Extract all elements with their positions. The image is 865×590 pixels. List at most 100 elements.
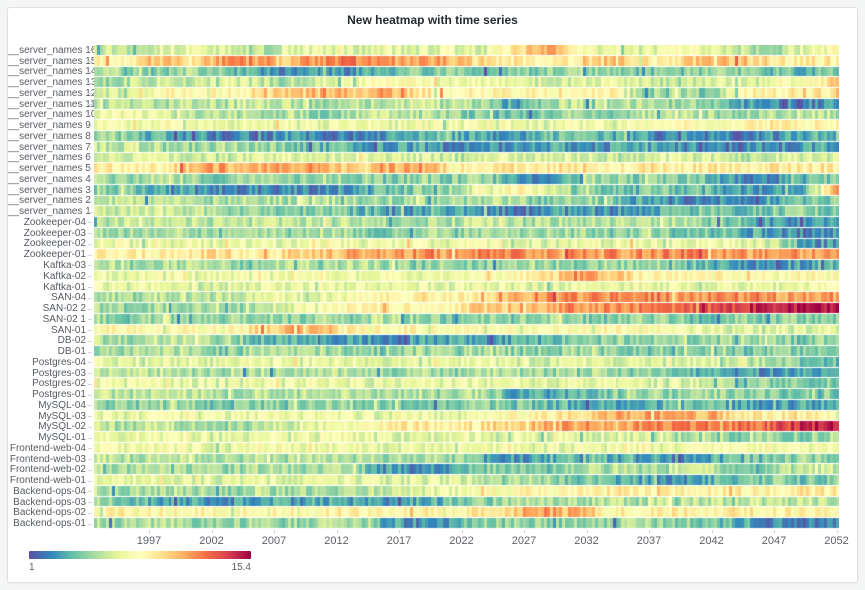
y-axis-label: __server_names 5 <box>8 163 91 175</box>
y-axis-tick <box>88 395 92 396</box>
y-axis-tick <box>88 319 92 320</box>
y-axis-tick <box>88 416 92 417</box>
x-axis-tick <box>212 530 213 533</box>
x-axis-tick <box>712 530 713 533</box>
y-axis-tick <box>88 341 92 342</box>
y-axis-label: Backend-ops-01 <box>13 518 86 530</box>
y-axis-label: SAN-02 2 <box>42 303 86 314</box>
y-axis-label: __server_names 8 <box>8 130 91 142</box>
y-axis-label: Frontend-web-04 <box>9 442 86 454</box>
y-axis-tick <box>88 244 92 245</box>
y-axis-tick <box>88 190 92 191</box>
x-axis-label: 2027 <box>511 535 537 547</box>
x-axis-label: 2017 <box>386 535 412 547</box>
y-axis-label: Frontend-web-02 <box>9 464 86 476</box>
y-axis-tick <box>88 276 92 277</box>
y-axis-label: Zookeeper-02 <box>23 238 86 250</box>
y-axis-label: SAN-04 <box>50 292 86 304</box>
x-axis-tick <box>462 530 463 533</box>
y-axis-label: Postgres-04 <box>32 356 86 368</box>
heatmap-panel: New heatmap with time series __server_na… <box>7 7 858 583</box>
x-axis-label: 2012 <box>324 535 349 547</box>
y-axis-tick <box>88 491 92 492</box>
y-axis-tick <box>88 158 92 159</box>
y-axis-tick <box>88 93 92 94</box>
y-axis-tick <box>88 384 92 385</box>
y-axis-tick <box>88 115 92 116</box>
y-axis-label: Backend-ops-04 <box>13 485 86 497</box>
x-axis-tick <box>649 530 650 533</box>
y-axis-tick <box>88 362 92 363</box>
x-axis-tick <box>774 530 775 533</box>
y-axis-tick <box>88 83 92 84</box>
y-axis-label: __server_names 2 <box>8 195 91 207</box>
legend-min-label: 1 <box>29 562 35 573</box>
y-axis-label: Backend-ops-02 <box>13 507 86 519</box>
y-axis-label: Zookeeper-04 <box>23 216 86 228</box>
y-axis-tick <box>88 481 92 482</box>
legend-gradient <box>29 551 251 559</box>
y-axis-tick <box>88 438 92 439</box>
x-axis-label: 2022 <box>449 535 474 547</box>
y-axis-label: Kaftka-01 <box>43 281 86 293</box>
y-axis-label: __server_names 10 <box>8 109 97 121</box>
y-axis-label: Kaftka-03 <box>43 259 86 271</box>
y-axis-label: __server_names 15 <box>8 55 97 67</box>
y-axis-label: __server_names 1 <box>8 206 91 218</box>
y-axis-label: MySQL-01 <box>38 432 86 444</box>
x-axis-tick <box>337 530 338 533</box>
y-axis-label: Backend-ops-03 <box>13 496 86 508</box>
y-axis-label: Frontend-web-01 <box>9 475 86 487</box>
y-axis-label: MySQL-02 <box>38 421 86 433</box>
y-axis-tick <box>88 502 92 503</box>
y-axis-label: SAN-01 <box>50 324 86 336</box>
y-axis-label: SAN-02 1 <box>42 313 86 325</box>
y-axis-tick <box>88 427 92 428</box>
x-axis-tick <box>524 530 525 533</box>
x-axis-label: 2042 <box>699 535 724 547</box>
y-axis-tick <box>88 212 92 213</box>
y-axis-label: Kaftka-02 <box>43 270 86 282</box>
y-axis-tick <box>88 298 92 299</box>
x-axis-label: 2037 <box>636 535 662 547</box>
y-axis-tick <box>88 255 92 256</box>
y-axis-tick <box>88 459 92 460</box>
y-axis-tick <box>88 50 92 51</box>
y-axis-tick <box>88 309 92 310</box>
y-axis-tick <box>88 265 92 266</box>
y-axis-label: __server_names 6 <box>8 152 91 164</box>
x-axis-label: 2002 <box>199 535 224 547</box>
heatmap-canvas[interactable] <box>94 45 839 529</box>
panel-title[interactable]: New heatmap with time series <box>347 13 518 27</box>
x-axis-label: 2052 <box>824 535 849 547</box>
y-axis-label: Zookeeper-01 <box>23 249 86 261</box>
y-axis-tick <box>88 405 92 406</box>
y-axis-tick <box>88 126 92 127</box>
y-axis-tick <box>88 179 92 180</box>
y-axis-label: __server_names 14 <box>8 66 97 78</box>
y-axis-tick <box>88 233 92 234</box>
y-axis-tick <box>88 287 92 288</box>
y-axis-label: __server_names 12 <box>8 87 97 99</box>
y-axis-tick <box>88 448 92 449</box>
y-axis-label: DB-02 <box>57 335 86 347</box>
x-axis-tick <box>399 530 400 533</box>
y-axis-label: DB-01 <box>57 346 86 358</box>
y-axis-tick <box>88 524 92 525</box>
y-axis-tick <box>88 352 92 353</box>
legend-max-label: 15.4 <box>231 562 251 573</box>
y-axis-tick <box>88 147 92 148</box>
y-axis-tick <box>88 470 92 471</box>
y-axis-tick <box>88 61 92 62</box>
y-axis-label: MySQL-04 <box>38 399 86 411</box>
x-axis-tick <box>274 530 275 533</box>
y-axis-label: __server_names 4 <box>8 173 91 185</box>
y-axis-label: MySQL-03 <box>38 410 86 422</box>
y-axis-tick <box>88 330 92 331</box>
y-axis-label: __server_names 7 <box>8 141 91 153</box>
x-axis-label: 2007 <box>261 535 287 547</box>
y-axis-label: Postgres-01 <box>32 389 86 401</box>
y-axis-tick <box>88 136 92 137</box>
y-axis-label: Postgres-02 <box>32 378 86 390</box>
y-axis-tick <box>88 222 92 223</box>
